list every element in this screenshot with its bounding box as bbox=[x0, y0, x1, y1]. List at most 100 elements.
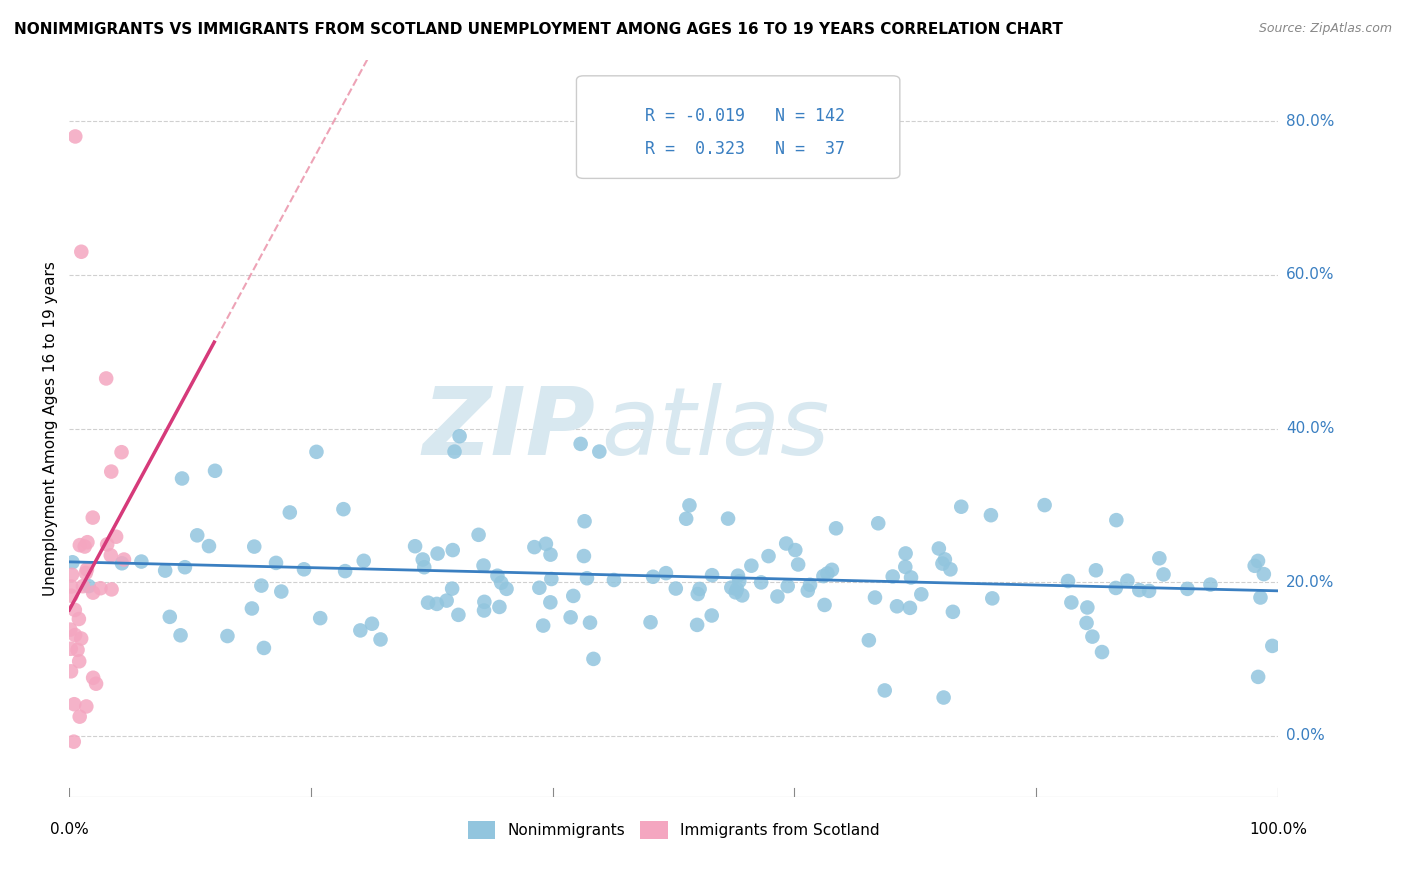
Point bbox=[665, 582, 688, 596]
Text: Source: ZipAtlas.com: Source: ZipAtlas.com bbox=[1258, 22, 1392, 36]
Point bbox=[1081, 630, 1104, 644]
Point bbox=[100, 582, 122, 597]
Point bbox=[731, 588, 754, 602]
Point bbox=[582, 652, 605, 666]
Point bbox=[572, 549, 595, 563]
Point bbox=[720, 581, 742, 595]
Point bbox=[75, 566, 97, 580]
Point bbox=[749, 575, 772, 590]
Point bbox=[96, 537, 118, 551]
Point bbox=[60, 580, 83, 594]
Point bbox=[488, 599, 510, 614]
Point bbox=[725, 582, 748, 596]
Point bbox=[100, 549, 122, 563]
Text: atlas: atlas bbox=[600, 383, 830, 474]
Point bbox=[72, 579, 94, 593]
Point bbox=[82, 585, 104, 599]
Point bbox=[70, 632, 93, 646]
Point bbox=[112, 552, 135, 566]
Point bbox=[82, 510, 104, 524]
Point bbox=[815, 566, 838, 581]
Point bbox=[700, 568, 723, 582]
Point bbox=[1199, 577, 1222, 591]
Point bbox=[489, 575, 512, 590]
Point bbox=[675, 512, 697, 526]
Point bbox=[73, 540, 96, 554]
Point bbox=[910, 587, 932, 601]
Y-axis label: Unemployment Among Ages 16 to 19 years: Unemployment Among Ages 16 to 19 years bbox=[44, 261, 58, 596]
Point bbox=[105, 530, 128, 544]
Point bbox=[76, 562, 98, 576]
Point bbox=[873, 683, 896, 698]
Point bbox=[186, 528, 208, 542]
Point bbox=[153, 564, 176, 578]
Point bbox=[413, 560, 436, 574]
Point bbox=[531, 618, 554, 632]
Point bbox=[204, 464, 226, 478]
Point bbox=[727, 568, 749, 582]
Point bbox=[62, 734, 84, 748]
Point bbox=[894, 546, 917, 560]
Point bbox=[250, 579, 273, 593]
Point bbox=[404, 539, 426, 553]
Point bbox=[740, 558, 762, 573]
Point bbox=[159, 610, 181, 624]
Point bbox=[928, 541, 950, 556]
Point bbox=[198, 539, 221, 553]
Point bbox=[1076, 600, 1098, 615]
Point bbox=[540, 548, 562, 562]
Point bbox=[825, 521, 848, 535]
Point bbox=[1149, 551, 1171, 566]
Point bbox=[1177, 582, 1199, 596]
Point bbox=[689, 582, 711, 596]
Point bbox=[63, 697, 86, 711]
Point bbox=[717, 511, 740, 525]
Point bbox=[67, 612, 90, 626]
Point bbox=[370, 632, 392, 647]
Text: 100.0%: 100.0% bbox=[1249, 822, 1308, 838]
Point bbox=[538, 595, 561, 609]
Point bbox=[882, 569, 904, 583]
Point bbox=[562, 589, 585, 603]
Point bbox=[59, 641, 82, 656]
Point bbox=[560, 610, 582, 624]
Point bbox=[569, 437, 592, 451]
Point bbox=[1084, 563, 1107, 577]
Point bbox=[523, 540, 546, 554]
Point bbox=[1105, 581, 1128, 595]
Point bbox=[240, 601, 263, 615]
Point bbox=[67, 654, 90, 668]
Point bbox=[579, 615, 602, 630]
Point bbox=[1137, 583, 1160, 598]
Point bbox=[686, 618, 709, 632]
Point bbox=[472, 603, 495, 617]
Point bbox=[441, 543, 464, 558]
Point bbox=[361, 616, 384, 631]
Point bbox=[486, 568, 509, 582]
Point bbox=[886, 599, 908, 614]
Point bbox=[1091, 645, 1114, 659]
Point bbox=[70, 244, 93, 259]
Point bbox=[278, 505, 301, 519]
Text: R =  0.323   N =  37: R = 0.323 N = 37 bbox=[645, 140, 845, 158]
Point bbox=[447, 607, 470, 622]
Point bbox=[1105, 513, 1128, 527]
Point bbox=[60, 589, 83, 603]
Point bbox=[700, 608, 723, 623]
Point bbox=[62, 555, 84, 569]
Point bbox=[66, 643, 89, 657]
Point bbox=[868, 516, 890, 531]
Point bbox=[813, 598, 835, 612]
Point bbox=[785, 543, 807, 558]
Point bbox=[436, 593, 458, 607]
Point bbox=[797, 583, 820, 598]
Point bbox=[59, 623, 82, 637]
Point bbox=[467, 528, 489, 542]
Text: NONIMMIGRANTS VS IMMIGRANTS FROM SCOTLAND UNEMPLOYMENT AMONG AGES 16 TO 19 YEARS: NONIMMIGRANTS VS IMMIGRANTS FROM SCOTLAN… bbox=[14, 22, 1063, 37]
Point bbox=[441, 582, 464, 596]
Point bbox=[77, 579, 100, 593]
Point bbox=[84, 677, 107, 691]
Point bbox=[69, 709, 91, 723]
Point bbox=[253, 640, 276, 655]
Point bbox=[574, 514, 596, 528]
